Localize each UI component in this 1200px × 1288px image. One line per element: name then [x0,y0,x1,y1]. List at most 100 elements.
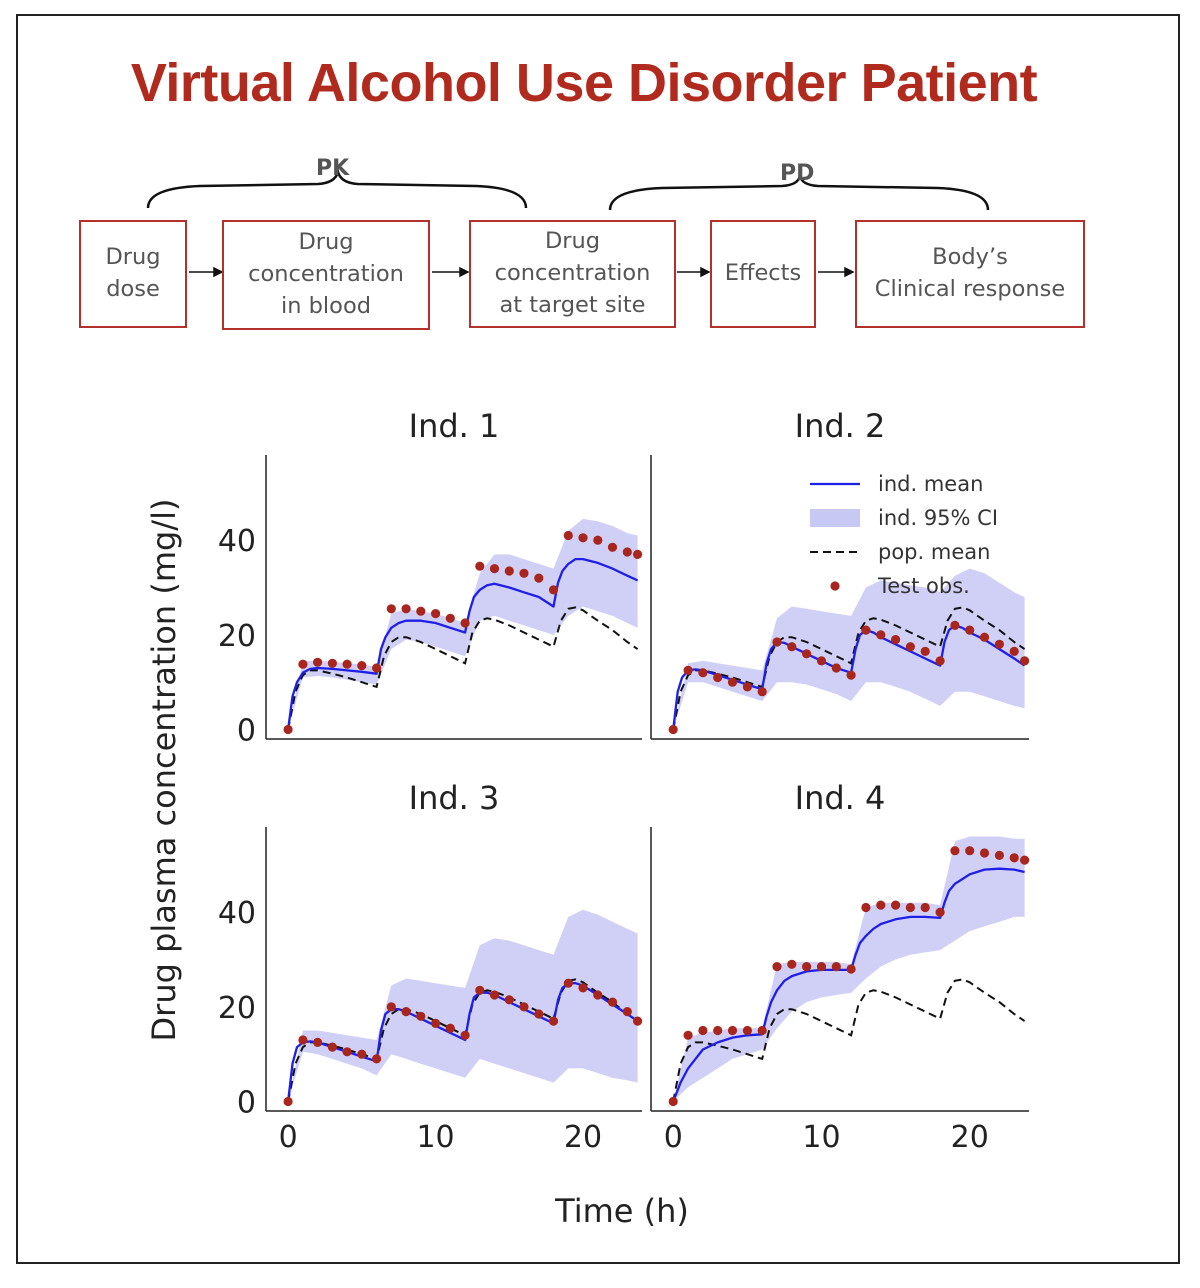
x-tick-label: 10 [416,1120,454,1155]
pd-brace [608,175,990,211]
obs-point [994,639,1005,649]
obs-point [372,1054,382,1064]
pop-mean-line [287,606,639,730]
obs-point [607,997,618,1007]
obs-point [416,606,426,616]
obs-point [563,978,573,988]
obs-point [489,990,500,1000]
obs-point [401,604,411,614]
obs-point [593,535,603,545]
obs-point [504,566,514,576]
panel-1: Ind. 1 0 20 40 [218,407,643,749]
obs-point [876,630,886,640]
obs-point [802,649,812,659]
y-tick-label: 0 [237,1086,256,1121]
legend-label: ind. 95% CI [878,506,998,530]
pk-pd-diagram [146,167,990,278]
obs-point [787,642,797,652]
obs-point [668,724,678,735]
obs-point [861,625,871,635]
y-tick-label: 20 [218,991,256,1026]
obs-point [965,846,975,856]
obs-point [298,659,308,669]
legend-swatch-ci [810,509,860,527]
obs-point [846,964,856,974]
obs-point [698,668,708,678]
obs-point [489,564,500,574]
x-tick-label: 0 [279,1120,298,1155]
panel-title: Ind. 1 [409,407,500,445]
obs-point [475,561,485,571]
obs-point [563,530,573,541]
obs-point [386,1002,396,1012]
x-axis-label: Time (h) [554,1192,689,1230]
x-tick-label: 0 [664,1120,683,1155]
obs-point [802,962,812,972]
box-clinical-response: Body’s Clinical response [855,220,1085,328]
obs-point [1009,646,1019,657]
obs-point [683,665,693,676]
obs-point [965,625,975,635]
obs-point [357,1049,367,1059]
figure-title: Virtual Alcohol Use Disorder Patient [130,53,1038,113]
panel-title: Ind. 3 [409,779,500,817]
y-tick-label: 40 [218,524,256,559]
obs-point [607,542,618,552]
obs-point [534,573,544,583]
obs-point [935,656,945,666]
flow-arrow [189,266,224,278]
obs-point [772,637,782,647]
obs-point [445,613,455,623]
obs-point [534,1009,544,1019]
box-concentration-target: Drug concentration at target site [469,220,676,328]
obs-point [876,900,886,910]
flow-arrow [677,266,711,278]
obs-point [935,907,945,917]
x-tick-label: 10 [802,1120,840,1155]
obs-point [1020,656,1030,666]
obs-point [920,902,930,913]
obs-point [372,663,382,673]
obs-point [816,962,827,972]
obs-point [342,1047,352,1057]
obs-point [283,1096,293,1107]
obs-point [787,959,797,969]
obs-point [445,1023,455,1033]
obs-point [979,632,990,642]
obs-point [683,1030,693,1040]
panel-title: Ind. 2 [795,407,886,445]
obs-point [831,663,841,673]
obs-point [713,672,723,683]
pop-mean-line [672,606,1026,730]
obs-point [757,1025,767,1036]
obs-point [327,1042,337,1052]
obs-point [504,995,514,1005]
obs-point [622,547,632,557]
obs-point [298,1035,308,1045]
obs-point [950,620,960,631]
obs-point [519,568,529,578]
obs-point [327,658,337,668]
obs-point [979,848,990,858]
legend-label: ind. mean [878,472,983,496]
obs-point [313,1037,323,1047]
obs-point [548,585,559,595]
flow-arrow [432,266,470,278]
figure-frame [16,14,1180,1264]
obs-point [342,659,352,669]
y-tick-label: 20 [218,619,256,654]
box-effects: Effects [710,220,816,328]
obs-point [742,682,753,692]
obs-point [698,1025,708,1036]
x-tick-label: 20 [951,1120,989,1155]
y-axis-label: Drug plasma concentration (mg/l) [145,499,183,1042]
obs-point [633,549,643,560]
obs-point [1020,855,1030,865]
obs-point [313,657,323,667]
obs-point [846,670,856,680]
obs-point [475,985,485,995]
panel-title: Ind. 4 [795,779,886,817]
obs-point [742,1025,753,1036]
ci-band [673,568,1025,730]
obs-point [593,990,603,1000]
